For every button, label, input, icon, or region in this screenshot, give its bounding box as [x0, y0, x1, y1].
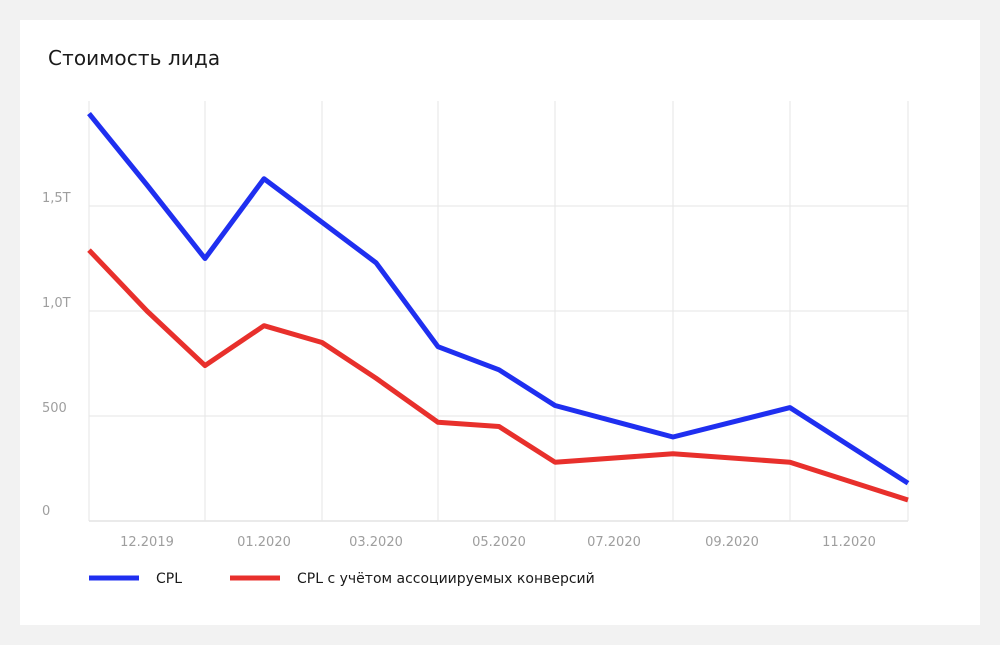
legend-item-cpl[interactable]: CPL [89, 571, 182, 587]
x-tick-label: 12.2019 [120, 535, 174, 550]
grid [88, 101, 909, 522]
x-tick-label: 11.2020 [822, 535, 876, 550]
chart-card: Стоимость лида 0 500 1,0T 1,5T 12.2019 01.20… [20, 20, 980, 625]
y-axis-ticks: 0 500 1,0T 1,5T [42, 191, 71, 519]
line-chart: 0 500 1,0T 1,5T 12.2019 01.2020 03.2020 05.202… [42, 101, 910, 587]
series-lines [87, 112, 910, 503]
x-axis-ticks: 12.2019 01.2020 03.2020 05.2020 07.2020 09.20… [120, 535, 876, 550]
x-tick-label: 03.2020 [349, 535, 403, 550]
x-tick-label: 05.2020 [472, 535, 526, 550]
series-line-cpl-assoc [87, 248, 909, 503]
x-tick-label: 01.2020 [237, 535, 291, 550]
y-tick-label: 1,5T [42, 191, 71, 206]
legend-item-cpl-assoc[interactable]: CPL с учётом ассоциируемых конверсий [230, 571, 595, 587]
y-tick-label: 0 [42, 504, 50, 519]
legend-label: CPL с учётом ассоциируемых конверсий [297, 571, 595, 587]
y-tick-label: 1,0T [42, 296, 71, 311]
series-line-cpl [87, 112, 910, 486]
x-tick-label: 07.2020 [587, 535, 641, 550]
y-tick-label: 500 [42, 401, 67, 416]
chart-title: Стоимость лида [48, 46, 221, 70]
legend-label: CPL [156, 571, 182, 587]
x-tick-label: 09.2020 [705, 535, 759, 550]
legend[interactable]: CPL CPL с учётом ассоциируемых конверсий [89, 571, 595, 587]
